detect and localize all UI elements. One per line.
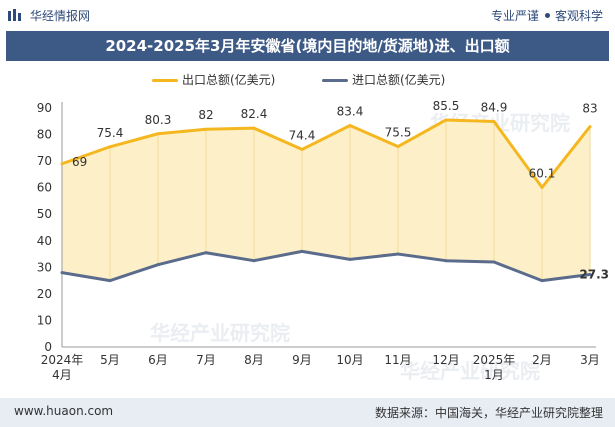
import-point — [60, 271, 64, 275]
x-tick-label: 2025年 — [473, 353, 516, 367]
legend-label-export: 出口总额(亿美元) — [182, 73, 276, 87]
import-point — [156, 263, 160, 267]
x-tick-label: 10月 — [336, 353, 363, 367]
area-between-series — [62, 119, 590, 281]
x-tick-label: 1月 — [484, 368, 504, 382]
legend-label-import: 进口总额(亿美元) — [352, 73, 446, 87]
export-data-label: 84.9 — [481, 101, 508, 115]
import-data-label: 27.3 — [579, 268, 609, 282]
chart-title: 2024-2025年3月年安徽省(境内目的地/货源地)进、出口额 — [6, 31, 609, 61]
export-point — [588, 125, 592, 129]
export-data-label: 83.4 — [337, 105, 364, 119]
export-point — [252, 126, 256, 130]
x-tick-label: 2月 — [532, 353, 552, 367]
watermark-text: 华经产业研究院 — [400, 359, 540, 383]
export-point — [348, 124, 352, 128]
import-point — [348, 257, 352, 261]
export-point — [300, 147, 304, 151]
export-data-label: 69 — [72, 155, 87, 169]
legend-swatch-export — [152, 79, 178, 82]
export-point — [540, 185, 544, 189]
y-tick-label: 40 — [37, 234, 52, 248]
export-data-label: 83 — [582, 102, 597, 116]
import-point — [492, 260, 496, 264]
y-tick-label: 10 — [37, 313, 52, 327]
import-point — [588, 273, 592, 277]
y-tick-label: 90 — [37, 101, 52, 115]
import-series-line — [61, 249, 591, 283]
y-tick-label: 0 — [44, 340, 52, 354]
y-tick-label: 70 — [37, 154, 52, 168]
dot-separator-icon — [544, 13, 550, 18]
import-point — [252, 259, 256, 263]
import-point — [396, 252, 400, 256]
import-point — [204, 251, 208, 255]
legend-item-import: 进口总额(亿美元) — [322, 70, 445, 90]
footer-source: 数据来源：中国海关，华经产业研究院整理 — [374, 406, 603, 420]
x-tick-label: 9月 — [292, 353, 312, 367]
export-data-label: 75.5 — [385, 126, 412, 140]
export-data-label: 82.4 — [241, 107, 268, 121]
export-point — [204, 127, 208, 131]
brand-name: 华经情报网 — [30, 9, 91, 23]
export-data-label: 60.1 — [529, 166, 556, 180]
export-point — [60, 162, 64, 166]
x-tick-label: 2024年 — [41, 353, 84, 367]
y-tick-label: 30 — [37, 260, 52, 274]
header-bar: 华经情报网 专业严谨 客观科学 — [0, 0, 615, 30]
x-tick-label: 3月 — [580, 353, 600, 367]
export-data-label: 75.4 — [97, 126, 124, 140]
x-tick-label: 4月 — [52, 368, 72, 382]
x-tick-label: 12月 — [432, 353, 459, 367]
tag-professional: 专业严谨 — [490, 9, 539, 23]
export-point — [108, 145, 112, 149]
x-tick-label: 6月 — [148, 353, 168, 367]
x-tick-label: 7月 — [196, 353, 216, 367]
y-tick-label: 20 — [37, 287, 52, 301]
line-chart: 华经产业研究院华经产业研究院华经产业研究院0102030405060708090… — [37, 99, 609, 383]
footer-bar: www.huaon.com 数据来源：中国海关，华经产业研究院整理 — [0, 398, 615, 427]
chart-legend: 出口总额(亿美元) 进口总额(亿美元) — [0, 70, 615, 90]
x-tick-label: 11月 — [384, 353, 411, 367]
export-data-label: 80.3 — [145, 113, 172, 127]
export-data-label: 82 — [198, 108, 213, 122]
export-point — [444, 118, 448, 122]
export-series-line — [61, 118, 592, 189]
import-point — [540, 279, 544, 283]
brand-logo-icon — [8, 9, 21, 21]
y-tick-label: 50 — [37, 207, 52, 221]
export-point — [492, 120, 496, 124]
watermark-text: 华经产业研究院 — [150, 321, 290, 345]
y-tick-label: 80 — [37, 128, 52, 142]
export-point — [396, 145, 400, 149]
x-tick-label: 5月 — [100, 353, 120, 367]
import-point — [300, 249, 304, 253]
import-point — [444, 259, 448, 263]
export-data-label: 85.5 — [433, 99, 460, 113]
x-tick-label: 8月 — [244, 353, 264, 367]
export-point — [156, 132, 160, 136]
legend-item-export: 出口总额(亿美元) — [152, 70, 275, 90]
legend-swatch-import — [322, 79, 348, 82]
export-data-label: 74.4 — [289, 128, 316, 142]
import-point — [108, 279, 112, 283]
header-tags: 专业严谨 客观科学 — [491, 7, 603, 24]
tag-objective: 客观科学 — [554, 9, 603, 23]
footer-url: www.huaon.com — [14, 404, 114, 418]
y-tick-label: 60 — [37, 181, 52, 195]
